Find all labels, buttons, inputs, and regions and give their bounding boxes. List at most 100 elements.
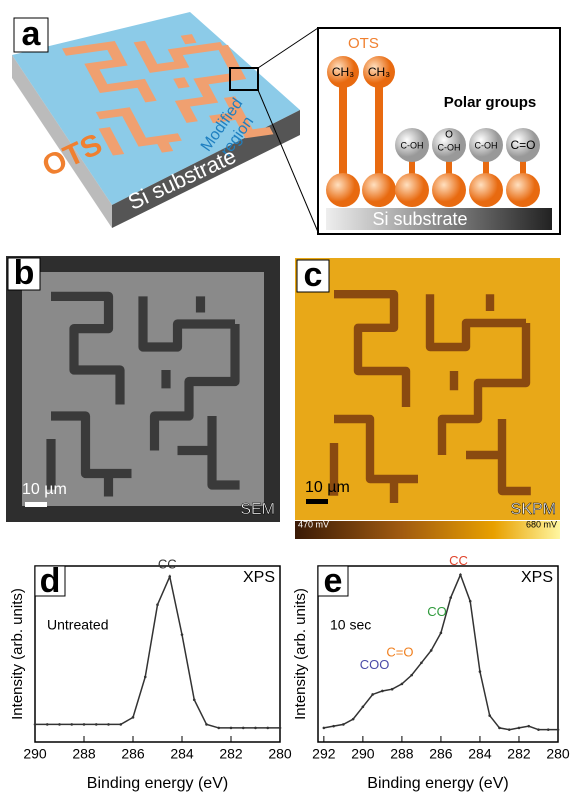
peak-label: CC [158, 557, 177, 572]
x-tick-label: 290 [351, 746, 375, 762]
x-tick-label: 284 [468, 746, 492, 762]
x-tick-label: 280 [268, 746, 292, 762]
inset-ots: OTS [348, 35, 379, 52]
xps-point [410, 674, 413, 677]
polar-groups: Polar groups [444, 94, 537, 111]
x-tick-label: 284 [170, 746, 194, 762]
xps-point [58, 723, 61, 726]
panel-a: a OTS Modified region Si substrate OTS C… [12, 12, 560, 234]
xps-point [537, 728, 540, 731]
xps-point [34, 723, 37, 726]
panel-letter: d [40, 562, 61, 600]
peak-label: C=O [386, 645, 413, 660]
panel-letter: c [304, 256, 323, 294]
xps-point [547, 728, 550, 731]
x-tick-label: 286 [429, 746, 453, 762]
xps-point [430, 649, 433, 652]
xps-point [488, 714, 491, 717]
xps-point [193, 698, 196, 701]
x-tick-label: 288 [72, 746, 96, 762]
xps-point [242, 727, 245, 730]
xps-point [459, 574, 462, 577]
panel-letter: b [14, 254, 35, 292]
plot-frame [318, 566, 558, 742]
xps-charts: 290 288 286 284 282 280 CC d XPS Untreated Binding… [9, 553, 570, 792]
x-tick-label: 286 [121, 746, 145, 762]
panel-b: b 10 µm SEM [6, 254, 280, 522]
xps-point [362, 706, 365, 709]
x-tick-label: 288 [390, 746, 414, 762]
ch3: CH₃ [368, 65, 390, 79]
xps-point [479, 670, 482, 673]
xps-point [70, 723, 73, 726]
xps-point [132, 716, 135, 719]
x-axis-label: Binding energy (eV) [367, 775, 508, 792]
tag: XPS [243, 569, 275, 586]
x-tick-label: 282 [507, 746, 531, 762]
tag: SEM [240, 501, 275, 518]
y-axis-label: Intensity (arb. units) [292, 588, 309, 720]
xps-point [156, 603, 159, 606]
xps-curve [324, 575, 558, 730]
xps-point [83, 723, 86, 726]
scale-bar [306, 499, 328, 504]
group: O [445, 130, 453, 141]
xps-point [391, 688, 394, 691]
xps-point [508, 728, 511, 731]
xps-point [352, 718, 355, 721]
xps-point [107, 723, 110, 726]
xps-point [254, 727, 257, 730]
xps-point [217, 727, 220, 730]
scale-label: 10 µm [305, 479, 350, 496]
group: C-OH [401, 140, 424, 150]
xps-point [518, 727, 521, 730]
x-axis-label: Binding energy (eV) [87, 775, 228, 792]
tag: SKPM [511, 501, 556, 518]
inset-substrate-label: Si substrate [372, 209, 467, 229]
xps-point [46, 723, 49, 726]
xps-point [205, 723, 208, 726]
xps-point [440, 632, 443, 635]
xps-point [342, 723, 345, 726]
group: C-OH [438, 142, 461, 152]
ch3: CH₃ [332, 65, 354, 79]
plot-frame [35, 566, 280, 742]
peak-label: COO [360, 657, 390, 672]
group: C-OH [475, 140, 498, 150]
x-tick-label: 280 [546, 746, 570, 762]
scale-label: 10 µm [22, 481, 67, 498]
group: C=O [510, 138, 535, 152]
panel-letter: a [22, 15, 42, 53]
panel-letter: e [324, 562, 343, 600]
xps-point [371, 693, 374, 696]
zoom-line [258, 28, 318, 68]
xps-point [332, 725, 335, 728]
x-tick-label: 290 [23, 746, 47, 762]
xps-point [323, 727, 326, 730]
xps-point [266, 727, 269, 730]
xps-point [181, 633, 184, 636]
annotation: 10 sec [330, 617, 371, 633]
colorbar-label: 680 mV [526, 519, 557, 529]
xps-point [449, 596, 452, 599]
xps-point [401, 683, 404, 686]
x-tick-label: 282 [219, 746, 243, 762]
peak-label: CC [449, 553, 468, 568]
xps-point [381, 690, 384, 693]
annotation: Untreated [47, 617, 108, 633]
xps-curve [35, 577, 280, 728]
xps-point [557, 728, 560, 731]
xps-point [279, 727, 282, 730]
y-axis-label: Intensity (arb. units) [9, 588, 26, 720]
x-tick-label: 292 [312, 746, 336, 762]
xps-point [119, 723, 122, 726]
scale-bar [25, 502, 47, 507]
colorbar-label: 470 mV [298, 519, 329, 529]
figure: a OTS Modified region Si substrate OTS C… [0, 0, 571, 800]
panel-c: c 10 µm SKPM 470 mV 680 mV [295, 256, 560, 539]
xps-point [168, 575, 171, 578]
tag: XPS [521, 569, 553, 586]
xps-point [527, 725, 530, 728]
peak-label: CO [427, 604, 447, 619]
xps-point [230, 727, 233, 730]
